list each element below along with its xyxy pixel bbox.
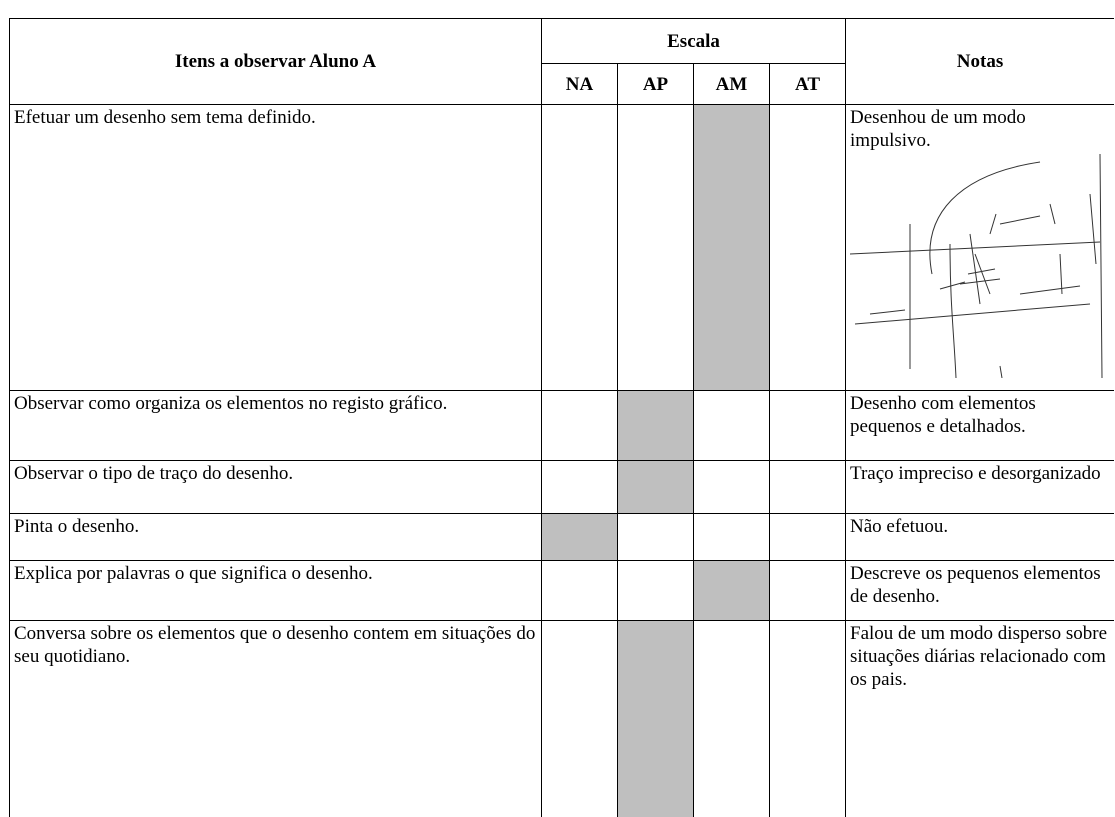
notes-text: Desenho com elementos pequenos e detalha… <box>850 393 1036 437</box>
notes-cell: Descreve os pequenos elementos de desenh… <box>845 560 1114 621</box>
document: Itens a observar Aluno A Escala Notas NA… <box>9 18 1114 817</box>
scale-cell <box>541 460 618 514</box>
scale-cell <box>617 104 694 391</box>
notes-text: Descreve os pequenos elementos de desenh… <box>850 563 1101 607</box>
notes-text: Desenhou de um modo impulsivo. <box>850 107 1026 151</box>
header-scale: Escala <box>540 18 847 64</box>
scale-cell <box>693 560 770 621</box>
notes-cell: Desenhou de um modo impulsivo. <box>845 104 1114 391</box>
scale-cell <box>768 104 847 391</box>
notes-cell: Não efetuou. <box>845 513 1114 561</box>
table-row: Conversa sobre os elementos que o desenh… <box>9 620 1114 817</box>
item-cell: Observar como organiza os elementos no r… <box>9 390 542 461</box>
notes-cell: Traço impreciso e desorganizado <box>845 460 1114 514</box>
scale-level: AT <box>768 63 847 105</box>
item-cell: Efetuar um desenho sem tema definido. <box>9 104 542 391</box>
item-cell: Conversa sobre os elementos que o desenh… <box>9 620 542 817</box>
observation-table: Itens a observar Aluno A Escala Notas NA… <box>9 18 1114 817</box>
item-cell: Explica por palavras o que significa o d… <box>9 560 542 621</box>
scale-cell <box>693 104 770 391</box>
notes-cell: Desenho com elementos pequenos e detalha… <box>845 390 1114 461</box>
scale-cell <box>768 620 847 817</box>
notes-cell: Falou de um modo disperso sobre situaçõe… <box>845 620 1114 817</box>
scale-cell <box>617 460 694 514</box>
scale-cell <box>541 560 618 621</box>
header-notes: Notas <box>845 18 1114 105</box>
table-row: Explica por palavras o que significa o d… <box>9 560 1114 621</box>
scale-cell <box>541 620 618 817</box>
scale-cell <box>693 390 770 461</box>
drawing-image <box>850 154 1103 378</box>
scale-level: NA <box>541 63 618 105</box>
item-cell: Observar o tipo de traço do desenho. <box>9 460 542 514</box>
scale-cell <box>617 390 694 461</box>
scale-cell <box>693 620 770 817</box>
scale-cell <box>541 104 618 391</box>
scale-cell <box>768 513 847 561</box>
scale-cell <box>768 560 847 621</box>
scale-cell <box>617 620 694 817</box>
scale-cell <box>768 460 847 514</box>
table-row: Efetuar um desenho sem tema definido. Des… <box>9 104 1114 391</box>
scale-cell <box>617 560 694 621</box>
scale-level: AP <box>617 63 694 105</box>
item-cell: Pinta o desenho. <box>9 513 542 561</box>
scale-level: AM <box>693 63 770 105</box>
scale-cell <box>617 513 694 561</box>
table-row: Pinta o desenho. Não efetuou. <box>9 513 1114 561</box>
notes-text: Traço impreciso e desorganizado <box>850 463 1101 484</box>
scale-cell <box>541 390 618 461</box>
table-row: Observar o tipo de traço do desenho. Traç… <box>9 460 1114 514</box>
table-row: Observar como organiza os elementos no r… <box>9 390 1114 461</box>
header-item: Itens a observar Aluno A <box>9 18 542 105</box>
scale-cell <box>693 460 770 514</box>
notes-text: Não efetuou. <box>850 516 949 537</box>
scale-cell <box>693 513 770 561</box>
notes-text: Falou de um modo disperso sobre situaçõe… <box>850 623 1108 690</box>
scale-cell <box>768 390 847 461</box>
scale-cell <box>541 513 618 561</box>
